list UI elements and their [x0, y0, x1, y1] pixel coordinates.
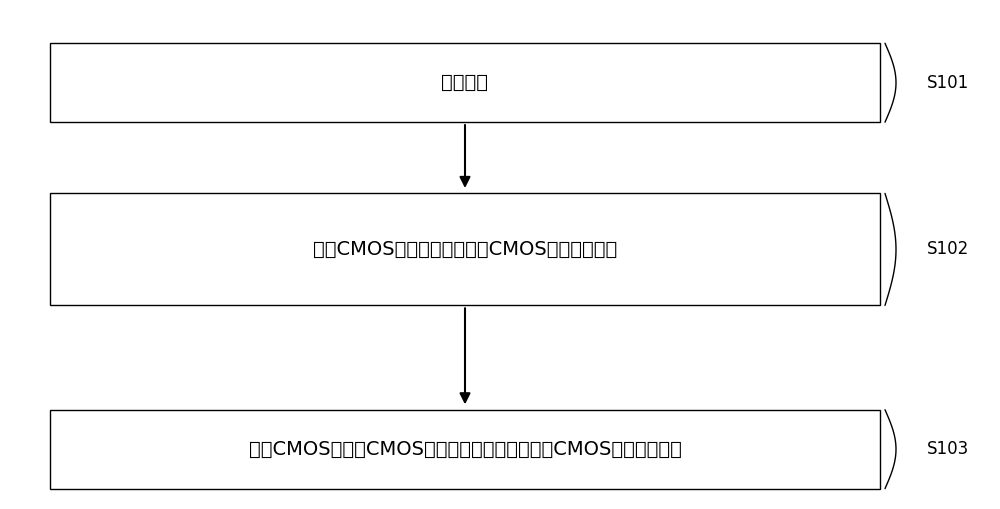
Bar	[50, 43, 880, 122]
Text: 提供衬底: 提供衬底	[441, 73, 488, 92]
Text: S102: S102	[927, 240, 969, 259]
Bar	[50, 410, 880, 489]
Text: 采用CMOS工艺在衬底上制备CMOS测量电路系统: 采用CMOS工艺在衬底上制备CMOS测量电路系统	[313, 240, 617, 259]
Bar	[50, 193, 880, 305]
Text: 采用CMOS工艺在CMOS测量电路系统上直接制备CMOS红外传感结构: 采用CMOS工艺在CMOS测量电路系统上直接制备CMOS红外传感结构	[249, 440, 681, 459]
Text: S101: S101	[927, 74, 969, 92]
Text: S103: S103	[927, 440, 969, 458]
